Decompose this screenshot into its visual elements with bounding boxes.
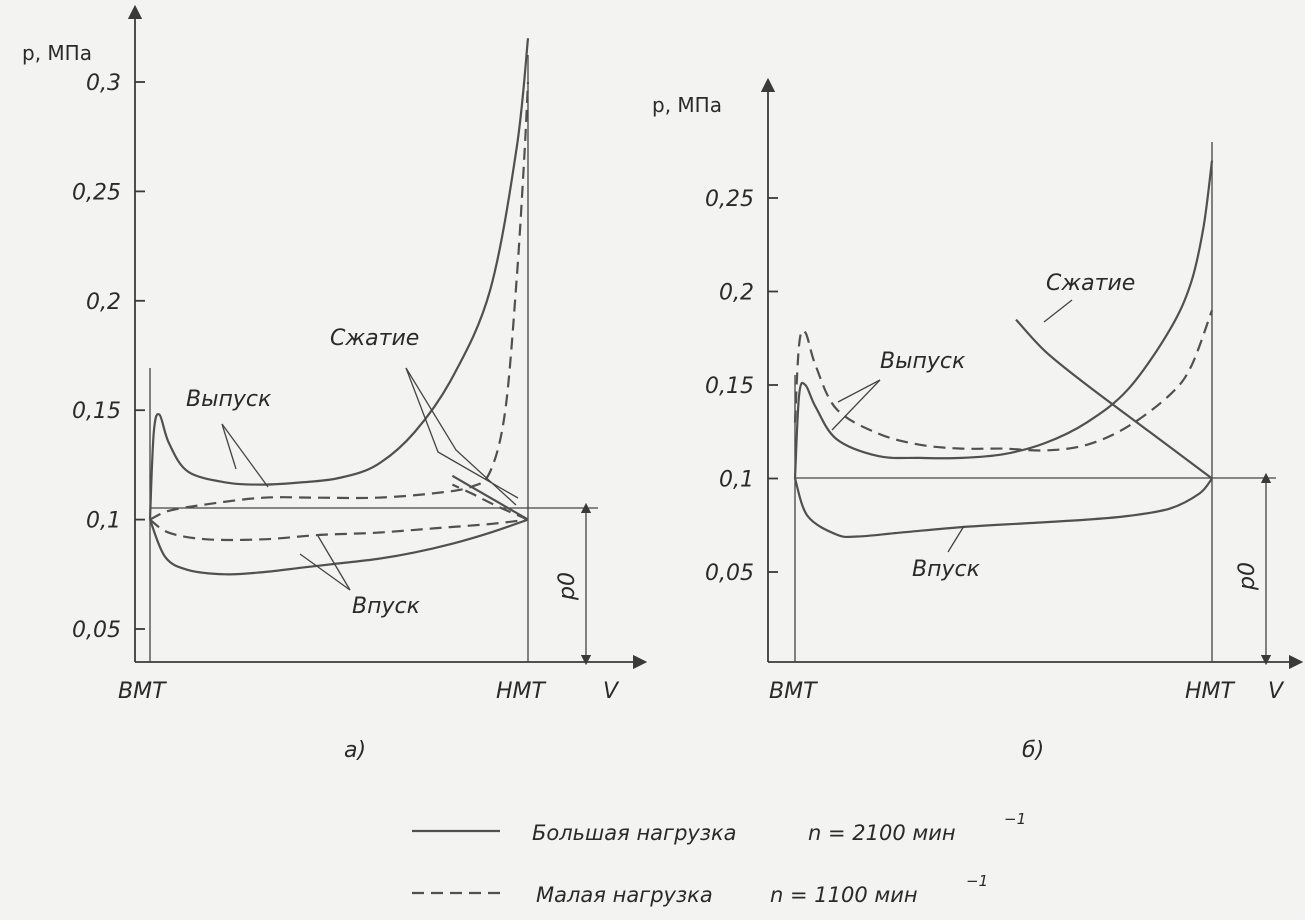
legend-item-low-load-speed: n = 1100 мин [770,883,918,907]
chart-b-series [793,160,1214,539]
chart-b-series-low-dashed [793,309,1214,452]
chart-b-leader-vpusk [947,525,965,553]
chart-a-leader-lines [221,367,519,591]
chart-a-y-tick-label: 0,05 [72,618,121,643]
chart-a-y-tick-label: 0,3 [86,71,121,96]
chart-a-caption: а) [344,738,366,763]
chart-b-caption: б) [1022,738,1044,763]
chart-b-annotation-vpusk: Впуск [912,557,981,582]
chart-a-x-label: V [603,679,620,704]
chart-a-y-label: p, МПа [22,41,92,65]
chart-a-annotation-vypusk: Выпуск [186,387,272,412]
chart-b: 0,05 0,1 0,15 0,2 0,25 p, МПа ВМТ НМТ V p0 б… [652,77,1304,763]
chart-a-y-ticks: 0,05 0,1 0,15 0,2 0,25 0,3 [72,71,145,643]
chart-a-series-high-solid [148,518,529,576]
chart-b-leader-vypusk-2 [837,379,881,403]
legend-item-high-load-label: Большая нагрузка [532,821,737,845]
chart-a-annotation-vpusk: Впуск [352,594,421,619]
chart-a-series-low-dashed [149,81,530,521]
chart-a-leader-szhatie-2 [405,367,517,506]
chart-a-series-low-dashed [149,518,529,542]
legend-item-low-load-label: Малая нагрузка [536,883,713,907]
chart-b-series-high-solid [1015,318,1213,480]
chart-a-series-high-solid [451,474,529,521]
chart-a-y-tick-label: 0,2 [86,290,121,315]
chart-a-annotation-szhatie: Сжатие [330,326,419,351]
legend-item-high-load-exponent: −1 [1004,810,1026,828]
chart-b-y-ticks: 0,05 0,1 0,15 0,2 0,25 [705,187,778,586]
chart-b-y-tick-label: 0,1 [719,468,754,493]
chart-a-x-tick-vmt: ВМТ [118,679,167,704]
chart-b-series-high-solid [793,160,1214,479]
chart-b-y-tick-label: 0,15 [705,374,754,399]
chart-b-annotation-szhatie: Сжатие [1046,271,1135,296]
chart-a-p0-label: p0 [555,572,580,601]
chart-b-p0-label: p0 [1235,562,1260,591]
chart-b-y-tick-label: 0,2 [719,281,754,306]
chart-b-x-tick-vmt: ВМТ [769,679,818,704]
chart-a-y-tick-label: 0,1 [86,509,121,534]
chart-a-series-low-dashed [451,483,529,521]
chart-b-x-label: V [1268,679,1285,704]
legend-item-high-load-speed: n = 2100 мин [808,821,956,845]
chart-b-y-tick-label: 0,25 [705,187,754,212]
chart-a-leader-vypusk-1 [221,423,237,470]
chart-a-leader-vpusk-2 [299,553,351,591]
chart-b-leader-szhatie [1043,299,1073,323]
chart-b-series-high-solid [793,477,1213,539]
legend-item-low-load-exponent: −1 [966,872,988,890]
legend: Большая нагрузка n = 2100 мин −1 Малая н… [412,810,1026,907]
chart-b-leader-lines [831,299,1073,553]
chart-a-leader-vpusk-1 [317,535,351,591]
chart-b-y-tick-label: 0,05 [705,561,754,586]
chart-a-y-tick-label: 0,15 [72,399,121,424]
chart-b-y-label: p, МПа [652,93,722,117]
chart-a-y-tick-label: 0,25 [72,180,121,205]
chart-b-x-tick-nmt: НМТ [1185,679,1236,704]
chart-a-series [148,38,530,576]
chart-b-leader-vypusk-1 [831,379,881,431]
chart-a-series-high-solid [148,38,530,520]
chart-b-annotation-vypusk: Выпуск [880,349,966,374]
chart-a-x-tick-nmt: НМТ [496,679,547,704]
chart-a: 0,05 0,1 0,15 0,2 0,25 0,3 p, МПа ВМТ НМТ V p… [22,4,648,763]
chart-a-leader-vypusk-2 [221,423,269,488]
